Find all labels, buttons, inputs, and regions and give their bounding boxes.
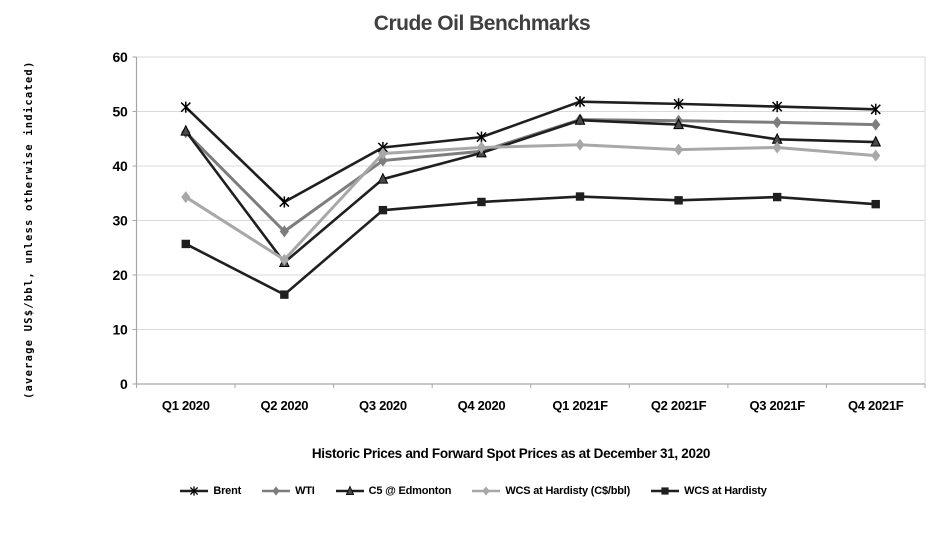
data-point-marker bbox=[870, 135, 882, 147]
data-point-marker bbox=[476, 141, 487, 154]
data-point-marker bbox=[279, 196, 290, 208]
data-point-marker bbox=[574, 113, 586, 125]
legend-marker-square-icon bbox=[651, 487, 680, 495]
data-point-marker bbox=[575, 192, 585, 201]
legend-marker-glyph bbox=[345, 485, 354, 496]
data-point-marker bbox=[772, 141, 782, 154]
data-point-marker bbox=[772, 192, 782, 202]
data-point-marker bbox=[870, 103, 881, 115]
x-tick-label: Q2 2021F bbox=[651, 398, 707, 413]
data-point-marker bbox=[575, 138, 585, 151]
x-tick-label: Q3 2021F bbox=[749, 398, 805, 413]
y-tick-label: 30 bbox=[113, 213, 128, 229]
legend-label-wcs-hardisty-cad: WCS at Hardisty (C$/bbl) bbox=[505, 485, 631, 497]
series-line-c5-edmonton bbox=[184, 118, 876, 265]
legend-marker-star-icon bbox=[180, 486, 209, 496]
data-point-marker bbox=[871, 149, 881, 162]
data-point-marker bbox=[673, 118, 684, 130]
data-point-marker bbox=[280, 290, 289, 299]
data-point-marker bbox=[673, 98, 684, 110]
y-tick-label: 60 bbox=[113, 49, 128, 65]
legend-marker-triangle-icon bbox=[335, 485, 364, 496]
legend-label-wti: WTI bbox=[295, 485, 315, 497]
y-tick-label: 40 bbox=[113, 158, 128, 174]
x-tick-label: Q1 2020 bbox=[162, 398, 210, 413]
legend-item-wcs-hardisty-cad: WCS at Hardisty (C$/bbl) bbox=[471, 484, 630, 498]
chart-subtitle: Historic Prices and Forward Spot Prices … bbox=[311, 446, 711, 461]
x-tick-label: Q4 2021F bbox=[848, 398, 904, 413]
y-tick-label: 10 bbox=[113, 322, 128, 338]
data-point-marker bbox=[378, 205, 388, 215]
x-tick-label: Q2 2020 bbox=[260, 398, 308, 413]
legend-marker-diamond-icon bbox=[472, 486, 501, 496]
data-point-marker bbox=[772, 100, 783, 113]
y-tick-label: 20 bbox=[113, 267, 128, 283]
data-point-marker bbox=[279, 253, 289, 266]
legend-marker-glyph bbox=[190, 486, 199, 496]
y-tick-label: 50 bbox=[113, 104, 128, 120]
data-point-marker bbox=[378, 147, 388, 160]
data-point-marker bbox=[871, 199, 880, 209]
chart-legend: Brent WTI C5 @ Edmonton WCS at Hardisty (C$… bbox=[0, 484, 946, 498]
data-point-marker bbox=[871, 118, 881, 131]
data-point-marker bbox=[279, 225, 289, 238]
series-line-wcs-hardisty bbox=[185, 195, 876, 297]
legend-marker-glyph bbox=[482, 486, 490, 496]
legend-label-brent: Brent bbox=[213, 485, 242, 497]
legend-item-wti: WTI bbox=[261, 484, 315, 498]
legend-item-c5-edmonton: C5 @ Edmonton bbox=[335, 484, 452, 498]
x-tick-label: Q3 2020 bbox=[359, 398, 407, 413]
data-point-marker bbox=[180, 101, 191, 113]
legend-marker-glyph bbox=[272, 486, 280, 496]
x-tick-label: Q4 2020 bbox=[458, 398, 506, 413]
legend-item-wcs-hardisty: WCS at Hardisty bbox=[650, 484, 767, 498]
data-point-marker bbox=[476, 131, 487, 143]
legend-label-c5-edmonton: C5 @ Edmonton bbox=[368, 485, 452, 497]
x-tick-label: Q1 2021F bbox=[552, 398, 608, 413]
y-tick-label: 0 bbox=[120, 376, 128, 392]
data-point-marker bbox=[574, 96, 586, 108]
data-point-marker bbox=[772, 116, 782, 129]
data-point-marker bbox=[673, 143, 684, 156]
data-point-marker bbox=[477, 197, 486, 207]
series-line-brent bbox=[184, 100, 876, 204]
data-point-marker bbox=[674, 196, 683, 205]
legend-label-wcs-hardisty: WCS at Hardisty bbox=[684, 485, 767, 497]
series-line-wcs-hardisty-cad bbox=[184, 143, 876, 262]
legend-marker-diamond-icon bbox=[262, 486, 291, 496]
legend-item-brent: Brent bbox=[179, 484, 241, 498]
data-point-marker bbox=[181, 239, 190, 249]
legend-marker-glyph bbox=[661, 487, 669, 495]
data-point-marker bbox=[180, 124, 192, 136]
data-point-marker bbox=[377, 172, 389, 184]
chart-title: Crude Oil Benchmarks bbox=[373, 12, 591, 35]
data-point-marker bbox=[181, 191, 191, 204]
